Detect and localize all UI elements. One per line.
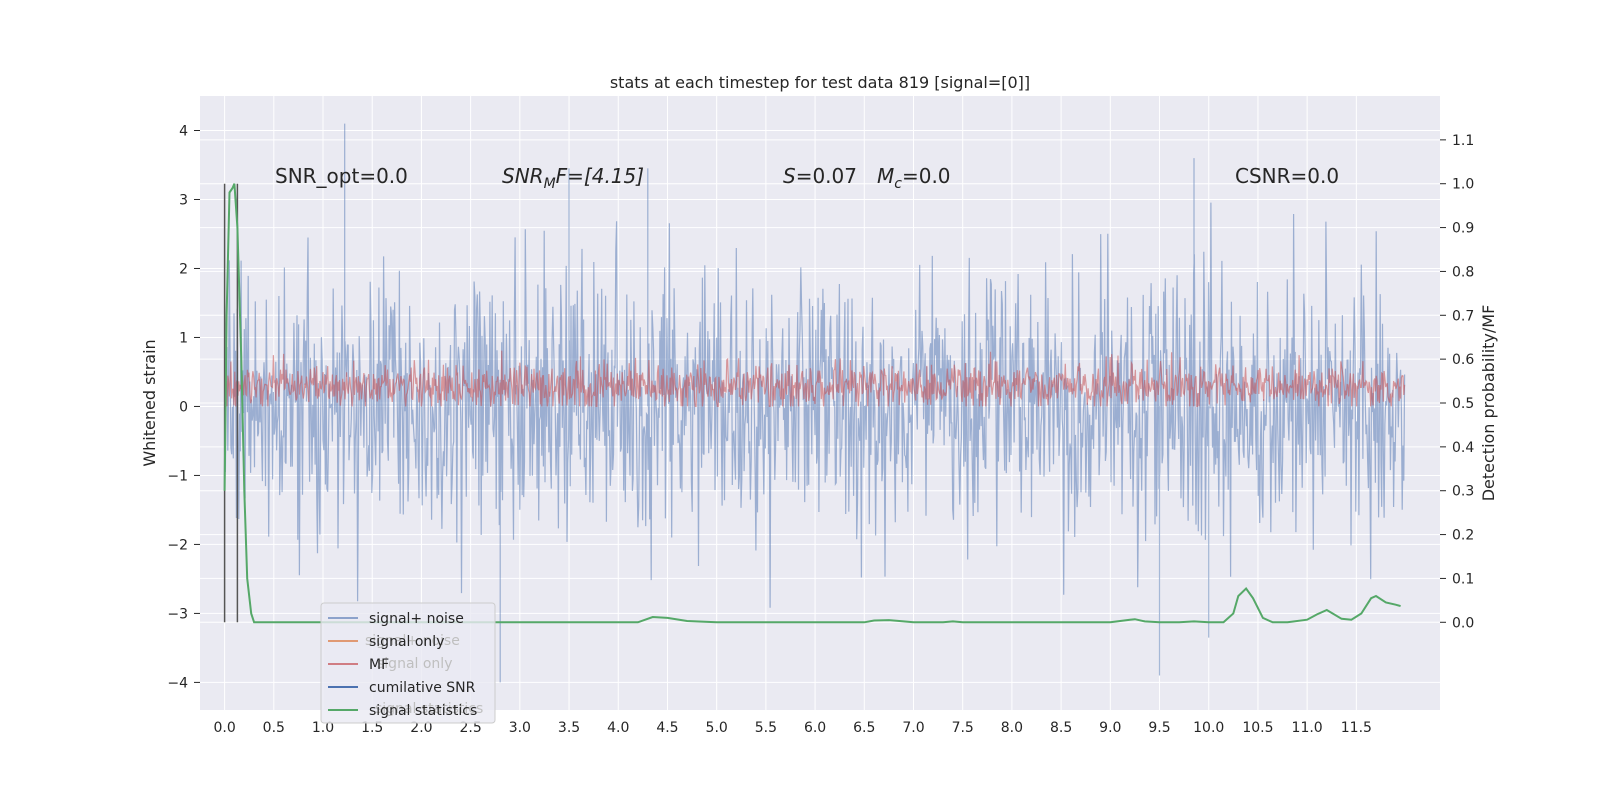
legend-ghost-label: signal statistics	[375, 701, 483, 717]
snr-mf-value: F=[4.15]	[556, 164, 644, 188]
x-tick-label: 7.0	[902, 720, 924, 736]
x-tick-label: 9.0	[1099, 720, 1121, 736]
x-tick-label: 10.5	[1242, 720, 1273, 736]
y2-tick-label: 0.4	[1452, 440, 1474, 456]
legend-label: cumilative SNR	[369, 680, 476, 696]
y-tick-label: 3	[179, 192, 188, 208]
x-tick-label: 6.5	[853, 720, 875, 736]
y2-tick-label: 0.0	[1452, 615, 1474, 631]
x-tick-label: 4.5	[656, 720, 678, 736]
legend-label: signal only	[369, 634, 444, 650]
series-signal-noise	[224, 123, 1406, 683]
snr-mf-subscript: M	[544, 176, 556, 192]
y2-tick-label: 1.0	[1452, 177, 1474, 193]
x-tick-label: 3.5	[558, 720, 580, 736]
x-tick-label: 3.0	[509, 720, 531, 736]
snr-mf-symbol: SNR	[502, 164, 544, 188]
x-tick-label: 10.0	[1193, 720, 1224, 736]
y-tick-label: 2	[179, 261, 188, 277]
x-tick-label: 5.0	[706, 720, 728, 736]
mc-symbol: M	[877, 164, 894, 188]
x-tick-label: 0.0	[213, 720, 235, 736]
y2-tick-label: 0.5	[1452, 396, 1474, 412]
series-layer	[223, 123, 1406, 683]
annotation-mc: Mc=0.0	[877, 164, 951, 192]
s-symbol: S	[783, 164, 796, 188]
x-tick-label: 9.5	[1148, 720, 1170, 736]
x-tick-label: 0.5	[263, 720, 285, 736]
y2-tick-label: 0.3	[1452, 484, 1474, 500]
x-tick-label: 11.5	[1341, 720, 1372, 736]
y2-tick-label: 0.8	[1452, 264, 1474, 280]
y-tick-label: −1	[167, 468, 188, 484]
y2-tick-label: 0.7	[1452, 308, 1474, 324]
y2-tick-label: 0.9	[1452, 221, 1474, 237]
x-tick-label: 1.5	[361, 720, 383, 736]
annotation-snr-mf: SNRMF=[4.15]	[502, 164, 644, 192]
y-tick-label: 1	[179, 330, 188, 346]
y-axis-label: Whitened strain	[140, 339, 159, 466]
legend-label: signal statistics	[369, 703, 477, 719]
legend-label: signal+ noise	[369, 611, 464, 627]
mc-value: =0.0	[902, 164, 951, 188]
annotation-csnr: CSNR=0.0	[1235, 164, 1339, 188]
series-signal-statistics	[223, 183, 1401, 624]
y2-tick-label: 1.1	[1452, 133, 1474, 149]
legend-label: MF	[369, 657, 389, 673]
chart-title: stats at each timestep for test data 819…	[610, 73, 1030, 92]
x-tick-label: 1.0	[312, 720, 334, 736]
y-tick-label: −3	[167, 606, 188, 622]
legend-ghost-label: signal only	[377, 656, 452, 672]
y2-tick-label: 0.6	[1452, 352, 1474, 368]
x-tick-label: 4.0	[607, 720, 629, 736]
legend: signal+ noise signal only signal statist…	[320, 602, 496, 724]
legend-box	[320, 602, 496, 724]
x-tick-label: 11.0	[1292, 720, 1323, 736]
x-tick-label: 5.5	[755, 720, 777, 736]
x-tick-label: 6.0	[804, 720, 826, 736]
x-tick-label: 8.5	[1050, 720, 1072, 736]
y2-axis-label: Detection probability/MF	[1479, 305, 1498, 502]
annotation-s: S=0.07	[783, 164, 857, 188]
legend-ghost-label: signal+ noise	[365, 633, 460, 649]
x-tick-label: 8.0	[1001, 720, 1023, 736]
x-tick-label: 7.5	[952, 720, 974, 736]
y2-tick-label: 0.1	[1452, 571, 1474, 587]
x-tick-label: 2.0	[410, 720, 432, 736]
y-tick-label: 0	[179, 399, 188, 415]
series-mf	[224, 350, 1406, 407]
x-tick-label: 2.5	[460, 720, 482, 736]
y-tick-label: −2	[167, 537, 188, 553]
y-tick-label: −4	[167, 675, 188, 691]
annotation-snr-opt: SNR_opt=0.0	[275, 164, 408, 188]
s-value: =0.07	[796, 164, 857, 188]
y2-tick-label: 0.2	[1452, 528, 1474, 544]
mc-subscript: c	[894, 176, 902, 192]
y-tick-label: 4	[179, 123, 188, 139]
ticks-layer: 0.0 0.5 1.0 1.5 2.0 2.5 3.0 3.5 4.0 4.5 5.0 5.5 6.0 6…	[167, 123, 1474, 736]
